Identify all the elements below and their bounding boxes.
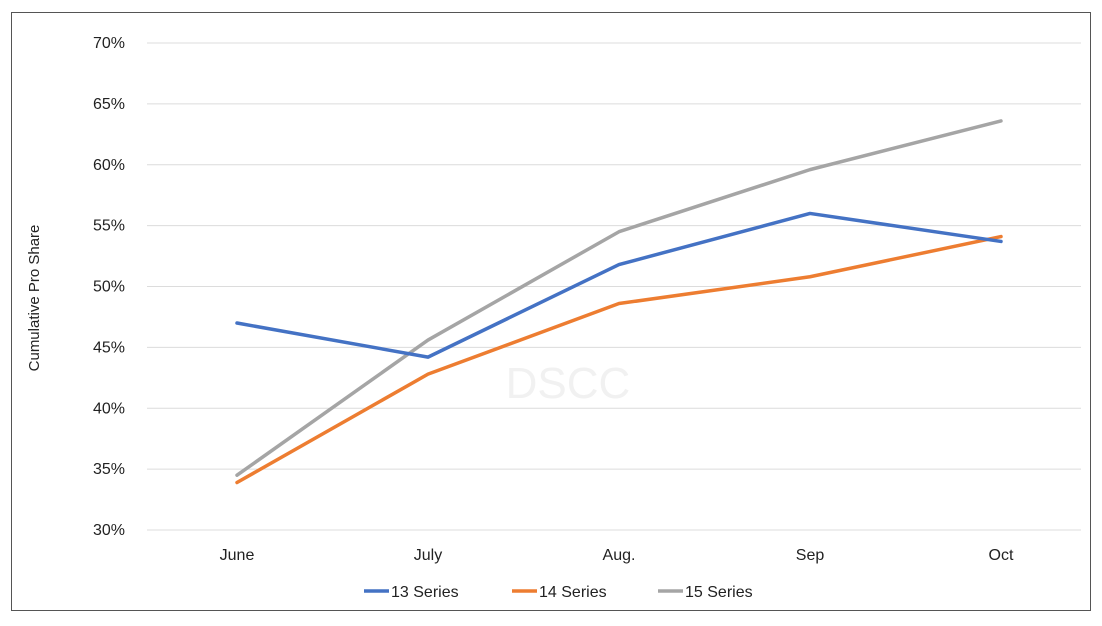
chart-frame: DSCC 30% 35% 40% 45% 50% 55% 60% 65% 70% June Jul… — [11, 12, 1091, 611]
legend: 13 Series 14 Series 15 Series — [364, 584, 753, 601]
series-line-14-series — [235, 234, 1003, 485]
y-tick-label: 45% — [93, 339, 125, 356]
y-tick-label: 40% — [93, 400, 125, 417]
legend-label: 15 Series — [685, 584, 753, 601]
legend-label: 13 Series — [391, 584, 459, 601]
y-axis-title: Cumulative Pro Share — [26, 225, 43, 372]
y-tick-label: 70% — [93, 35, 125, 52]
y-tick-label: 30% — [93, 522, 125, 539]
y-tick-label: 55% — [93, 218, 125, 235]
y-tick-label: 35% — [93, 461, 125, 478]
series-lines — [235, 119, 1003, 485]
line-chart: DSCC 30% 35% 40% 45% 50% 55% 60% 65% 70% June Jul… — [26, 35, 1081, 601]
x-axis-ticks: June July Aug. Sep Oct — [220, 547, 1014, 564]
series-line-13-series — [235, 211, 1003, 359]
legend-label: 14 Series — [539, 584, 607, 601]
gridlines — [147, 42, 1081, 531]
y-tick-label: 65% — [93, 96, 125, 113]
x-tick-label: July — [414, 547, 442, 564]
x-tick-label: Sep — [796, 547, 825, 564]
x-tick-label: Aug. — [603, 547, 636, 564]
y-tick-label: 60% — [93, 157, 125, 174]
y-tick-label: 50% — [93, 279, 125, 296]
watermark: DSCC — [506, 359, 631, 408]
x-tick-label: June — [220, 547, 255, 564]
series-line-15-series — [235, 119, 1003, 477]
y-axis-ticks: 30% 35% 40% 45% 50% 55% 60% 65% 70% — [93, 35, 125, 539]
x-tick-label: Oct — [989, 547, 1014, 564]
